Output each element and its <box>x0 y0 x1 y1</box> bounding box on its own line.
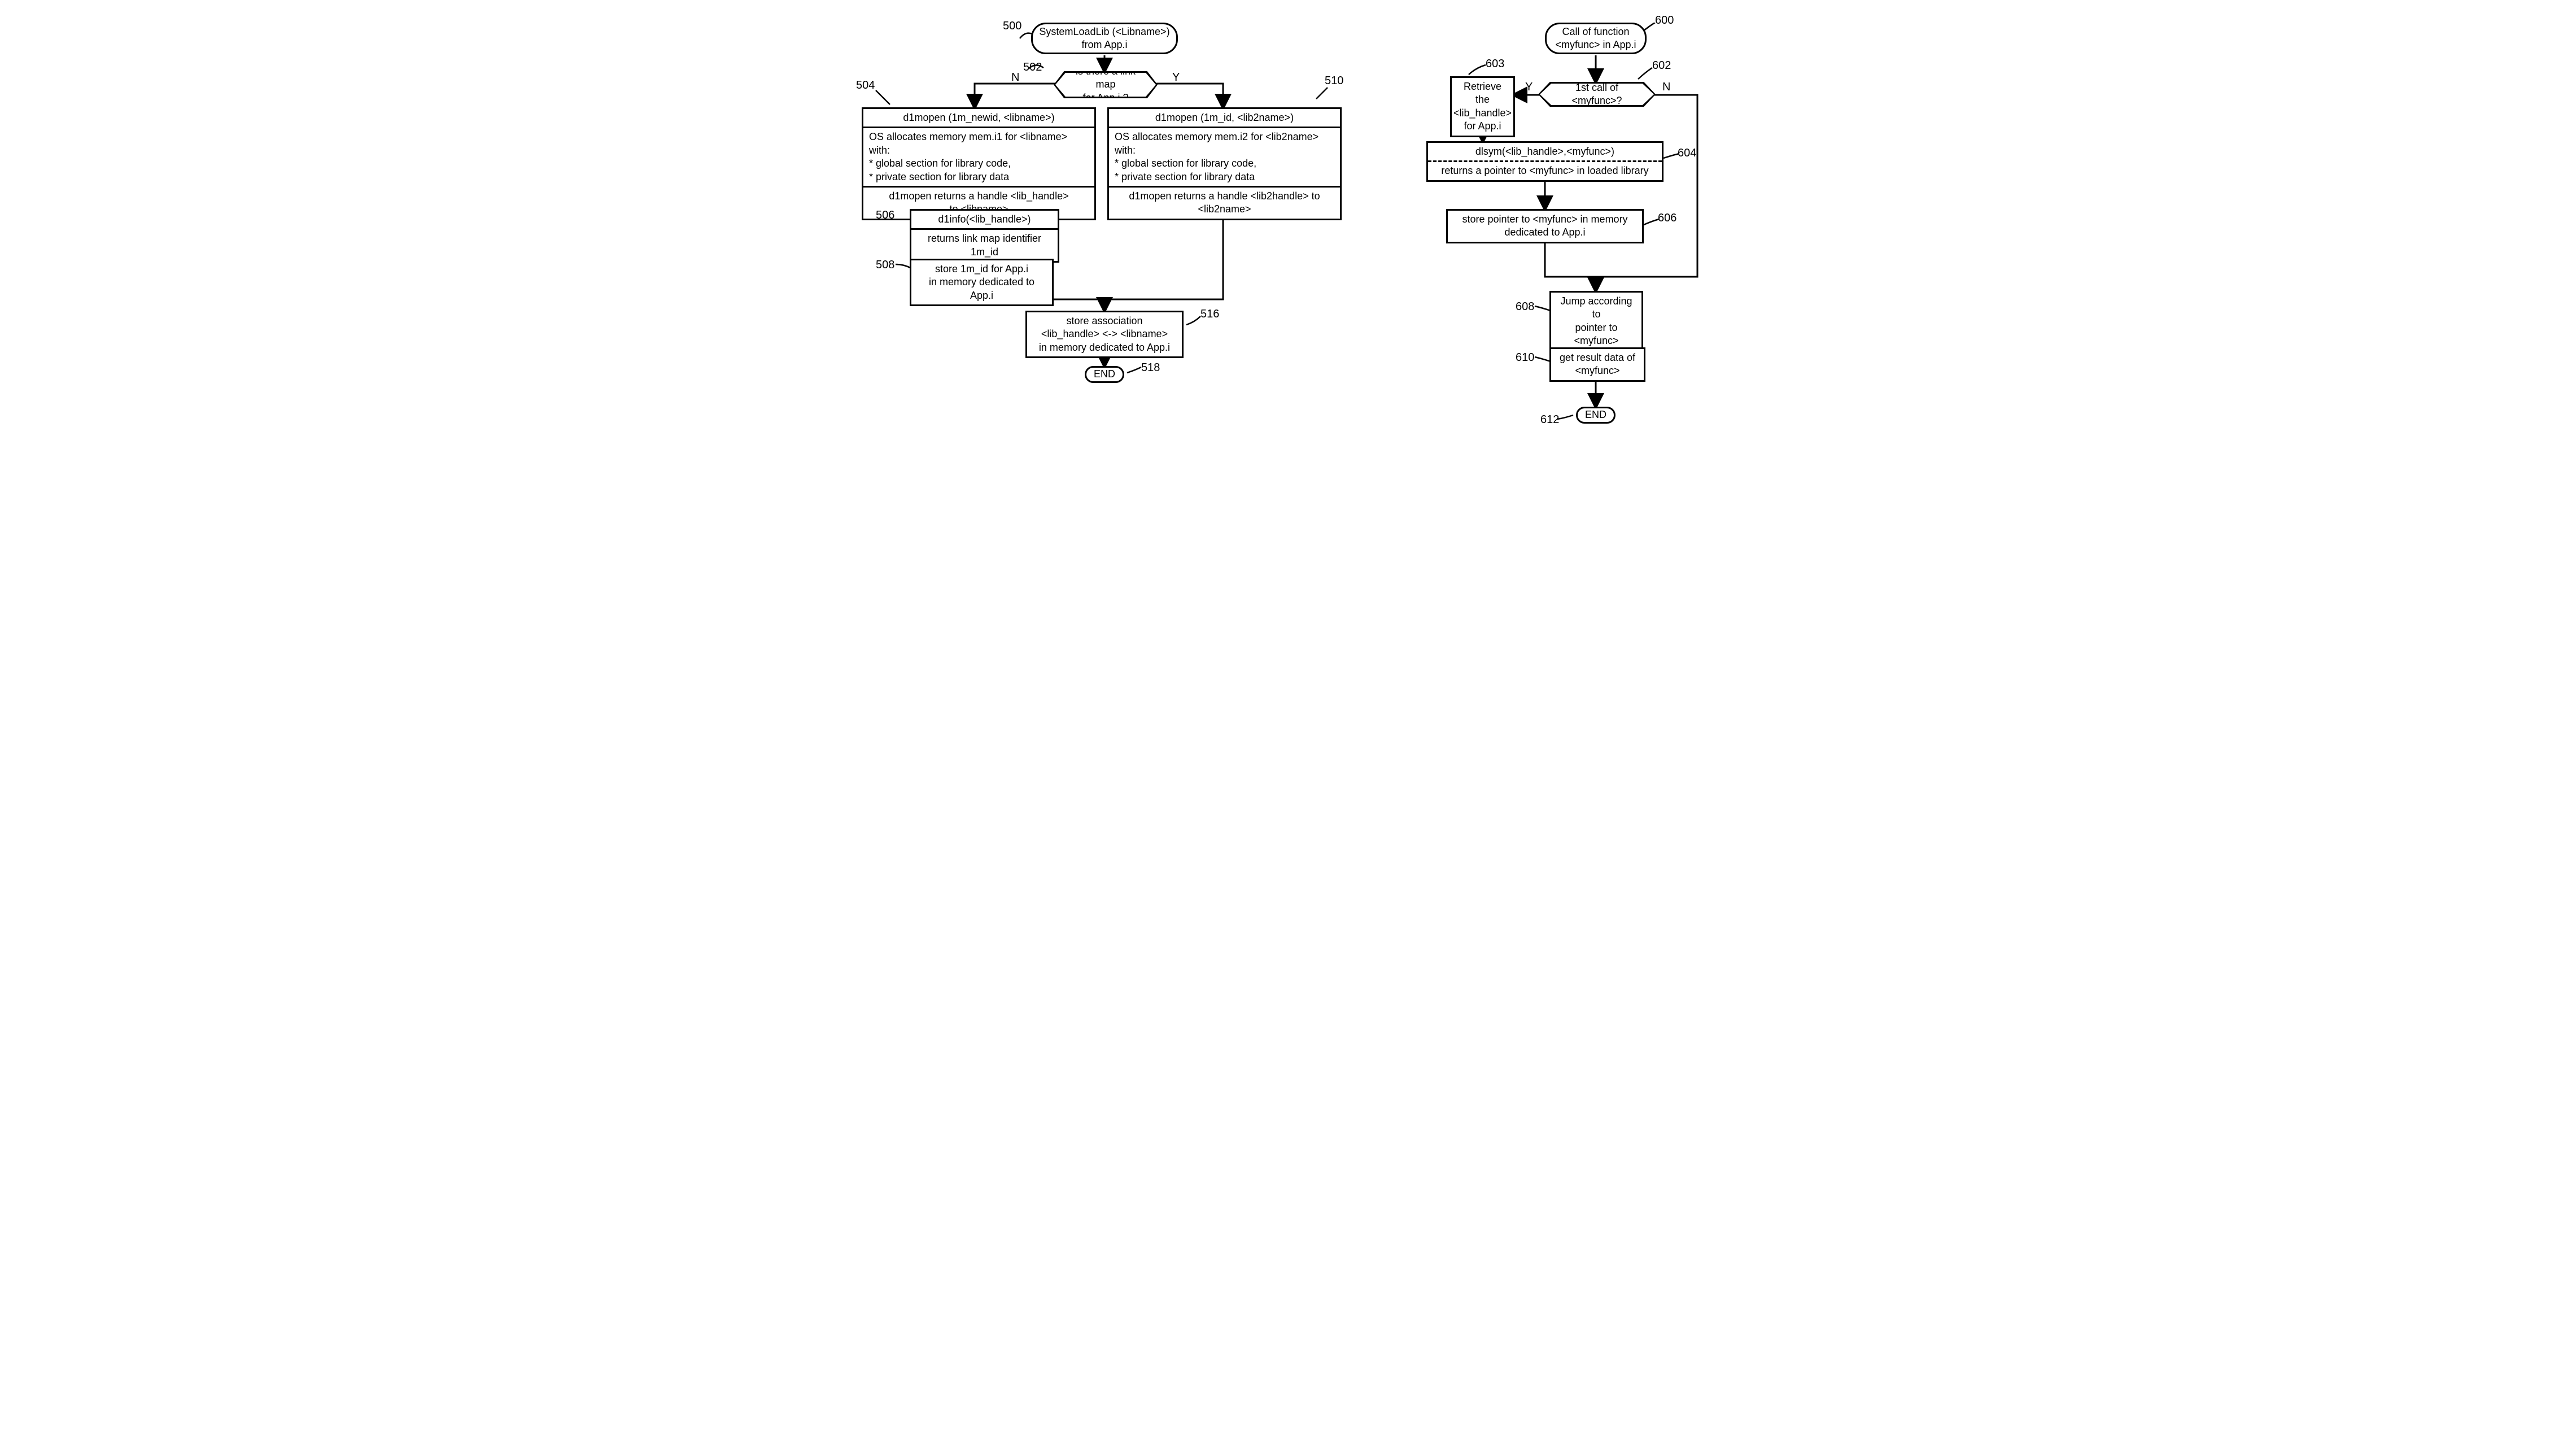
label-518: 518 <box>1141 361 1160 374</box>
node-506-r2: returns link map identifier 1m_id <box>911 230 1058 261</box>
label-612: 612 <box>1540 413 1559 426</box>
flowchart-left: SystemLoadLib (<Libname>) from App.i is … <box>856 23 1347 429</box>
node-502: is there a link map for App.i ? <box>1054 71 1158 98</box>
node-610-l1: get result data of <box>1560 351 1635 364</box>
node-502-l2: for App.i ? <box>1082 92 1128 104</box>
node-516-l3: in memory dedicated to App.i <box>1039 341 1170 354</box>
node-516-l1: store association <box>1066 315 1142 328</box>
node-600: Call of function <myfunc> in App.i <box>1545 23 1647 54</box>
node-506-r1: d1info(<lib_handle>) <box>911 211 1058 230</box>
label-502: 502 <box>1023 61 1042 74</box>
node-600-l2: <myfunc> in App.i <box>1555 38 1636 51</box>
node-600-l1: Call of function <box>1562 25 1629 38</box>
node-510: d1mopen (1m_id, <lib2name>) OS allocates… <box>1107 107 1342 220</box>
node-510-r2: OS allocates memory mem.i2 for <lib2name… <box>1109 128 1340 188</box>
label-504: 504 <box>856 79 875 92</box>
node-606-l2: dedicated to App.i <box>1504 226 1585 239</box>
node-500-l1: SystemLoadLib (<Libname>) <box>1039 25 1169 38</box>
node-604: dlsym(<lib_handle>,<myfunc>) returns a p… <box>1426 141 1664 182</box>
node-603-l2: <lib_handle> <box>1453 107 1512 120</box>
label-Y2: Y <box>1525 81 1532 94</box>
node-508-l1: store 1m_id for App.i <box>935 263 1028 276</box>
node-603: Retrieve the <lib_handle> for App.i <box>1450 76 1515 137</box>
node-516: store association <lib_handle> <-> <libn… <box>1025 311 1184 358</box>
label-Y: Y <box>1172 71 1180 84</box>
label-N2: N <box>1662 81 1670 94</box>
node-610: get result data of <myfunc> <box>1549 347 1645 382</box>
node-602-t: 1st call of <myfunc>? <box>1553 81 1640 108</box>
node-602: 1st call of <myfunc>? <box>1538 82 1656 107</box>
node-606-l1: store pointer to <myfunc> in memory <box>1462 213 1627 226</box>
node-518-t: END <box>1094 368 1115 381</box>
node-516-l2: <lib_handle> <-> <libname> <box>1041 328 1168 341</box>
node-500-l2: from App.i <box>1081 38 1127 51</box>
node-603-l1: Retrieve the <box>1457 80 1508 107</box>
label-600: 600 <box>1655 14 1674 27</box>
node-500: SystemLoadLib (<Libname>) from App.i <box>1031 23 1178 54</box>
flowchart-right: Call of function <myfunc> in App.i 1st c… <box>1415 23 1720 463</box>
label-606: 606 <box>1658 212 1676 225</box>
node-604-r1: dlsym(<lib_handle>,<myfunc>) <box>1428 143 1662 162</box>
node-608-l1: Jump according to <box>1557 295 1636 321</box>
label-N: N <box>1011 71 1019 84</box>
label-603: 603 <box>1486 58 1504 71</box>
label-516: 516 <box>1200 308 1219 321</box>
node-604-r2: returns a pointer to <myfunc> in loaded … <box>1428 162 1662 180</box>
node-504-r2: OS allocates memory mem.i1 for <libname>… <box>863 128 1094 188</box>
node-612-t: END <box>1585 408 1606 421</box>
node-510-r1: d1mopen (1m_id, <lib2name>) <box>1109 109 1340 128</box>
node-606: store pointer to <myfunc> in memory dedi… <box>1446 209 1644 243</box>
node-610-l2: <myfunc> <box>1575 364 1619 377</box>
label-604: 604 <box>1678 147 1696 160</box>
node-506: d1info(<lib_handle>) returns link map id… <box>910 209 1059 263</box>
node-508-l2: in memory dedicated to App.i <box>917 276 1046 302</box>
node-502-l1: is there a link map <box>1069 65 1142 92</box>
node-608-l2: pointer to <myfunc> <box>1557 321 1636 348</box>
node-612: END <box>1576 407 1616 424</box>
node-518: END <box>1085 366 1124 383</box>
label-608: 608 <box>1516 300 1534 313</box>
label-510: 510 <box>1325 75 1343 88</box>
label-602: 602 <box>1652 59 1671 72</box>
node-504-r1: d1mopen (1m_newid, <libname>) <box>863 109 1094 128</box>
node-510-r3: d1mopen returns a handle <lib2handle> to… <box>1109 188 1340 219</box>
node-603-l3: for App.i <box>1464 120 1501 133</box>
node-504: d1mopen (1m_newid, <libname>) OS allocat… <box>862 107 1096 220</box>
label-508: 508 <box>876 259 894 272</box>
label-506: 506 <box>876 209 894 222</box>
label-500: 500 <box>1003 20 1021 33</box>
node-508: store 1m_id for App.i in memory dedicate… <box>910 259 1054 306</box>
label-610: 610 <box>1516 351 1534 364</box>
